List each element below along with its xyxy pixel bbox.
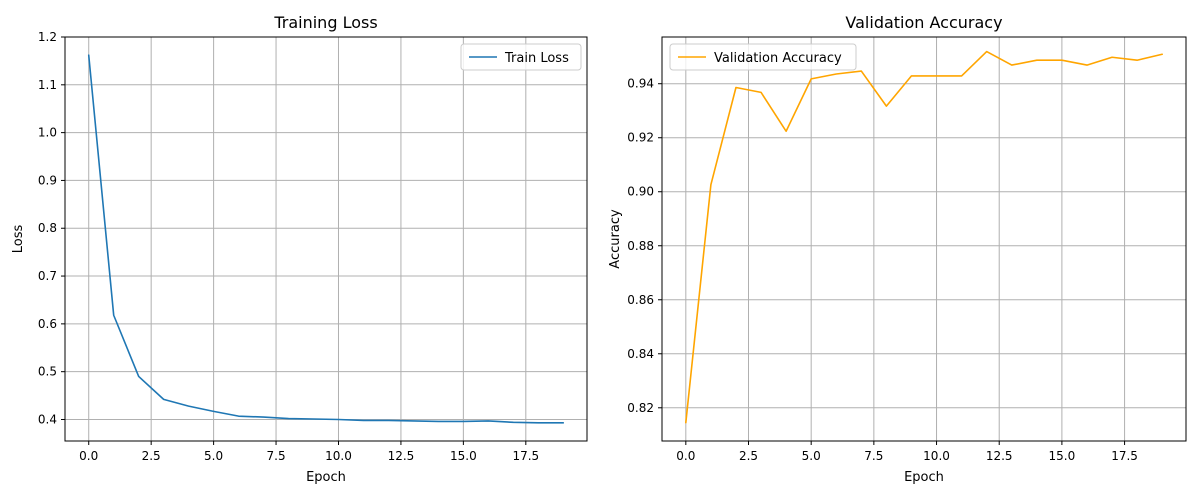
validation-accuracy-y-tick-label: 0.84 [627,347,654,361]
validation-accuracy-x-tick-label: 0.0 [676,449,695,463]
validation-accuracy-axes-frame [661,36,1187,442]
validation-accuracy-y-tick-label: 0.92 [627,131,654,145]
training-loss-y-tick-label: 0.4 [38,412,57,426]
validation-accuracy-y-tick-label: 0.88 [627,239,654,253]
training-loss-legend: Train Loss [460,43,582,71]
training-loss-title: Training Loss [273,13,377,32]
training-loss-x-tick-label: 2.5 [142,449,161,463]
training-loss-x-tick-label: 0.0 [79,449,98,463]
validation-accuracy-title: Validation Accuracy [845,13,1002,32]
training-loss-legend-box [460,43,582,71]
validation-accuracy-legend: Validation Accuracy [669,43,857,71]
training-loss-y-tick-label: 0.6 [38,317,57,331]
validation-accuracy-x-tick-label: 10.0 [923,449,950,463]
training-loss-x-tick-label: 15.0 [450,449,477,463]
validation-accuracy-x-tick-label: 15.0 [1049,449,1076,463]
training-loss-y-tick-label: 1.0 [38,126,57,140]
validation-accuracy-ticks: 0.0 2.5 5.0 7.5 10.0 12.5 15.0 17.5 0.82 0.84 0.86… [627,77,1138,463]
training-loss-y-tick-label: 1.2 [38,30,57,44]
validation-accuracy-y-tick-label: 0.90 [627,185,654,199]
training-loss-y-tick-label: 0.9 [38,173,57,187]
validation-accuracy-x-tick-label: 7.5 [864,449,883,463]
validation-accuracy-x-axis-label: Epoch [904,470,944,485]
validation-accuracy-y-tick-label: 0.94 [627,77,654,91]
training-loss-y-tick-label: 0.5 [38,365,57,379]
training-loss-y-tick-label: 1.1 [38,78,57,92]
validation-accuracy-panel: 0.0 2.5 5.0 7.5 10.0 12.5 15.0 17.5 0.82 0.84 0.86… [608,13,1187,485]
validation-accuracy-y-tick-label: 0.82 [627,401,654,415]
validation-accuracy-x-tick-label: 12.5 [986,449,1013,463]
training-loss-panel: 0.0 2.5 5.0 7.5 10.0 12.5 15.0 17.5 0.4 0.5 0.6 0.7… [11,13,588,485]
validation-accuracy-legend-box [669,43,857,71]
validation-accuracy-y-axis-label: Accuracy [608,209,623,269]
training-loss-series-line [87,54,565,424]
validation-accuracy-x-tick-label: 17.5 [1111,449,1138,463]
training-loss-ticks: 0.0 2.5 5.0 7.5 10.0 12.5 15.0 17.5 0.4 0.5 0.6 0.7… [38,30,539,463]
training-loss-x-tick-label: 7.5 [267,449,286,463]
training-loss-x-tick-label: 12.5 [388,449,415,463]
training-loss-legend-label: Train Loss [504,51,569,66]
training-loss-y-axis-label: Loss [11,225,26,254]
validation-accuracy-grid [662,37,1186,441]
training-loss-x-tick-label: 5.0 [204,449,223,463]
training-loss-x-tick-label: 17.5 [512,449,539,463]
training-loss-x-axis-label: Epoch [306,470,346,485]
training-loss-y-tick-label: 0.8 [38,221,57,235]
validation-accuracy-lines [685,50,1163,424]
validation-accuracy-x-tick-label: 5.0 [802,449,821,463]
validation-accuracy-series-line [685,50,1163,424]
validation-accuracy-x-tick-label: 2.5 [739,449,758,463]
training-loss-x-tick-label: 10.0 [325,449,352,463]
training-loss-axes-frame [64,36,588,442]
training-loss-lines [87,54,565,424]
validation-accuracy-y-tick-label: 0.86 [627,293,654,307]
training-loss-y-tick-label: 0.7 [38,269,57,283]
validation-accuracy-legend-label: Validation Accuracy [714,51,842,66]
